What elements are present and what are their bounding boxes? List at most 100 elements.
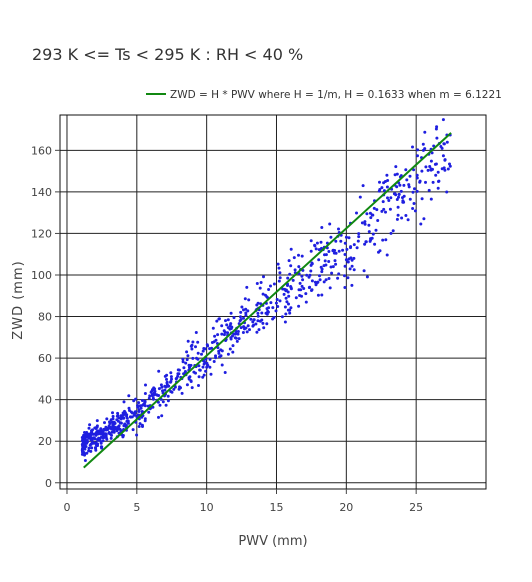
data-point: [254, 322, 258, 326]
data-point: [191, 340, 195, 344]
data-point: [370, 236, 374, 240]
data-point: [426, 168, 430, 172]
data-point: [436, 186, 440, 190]
data-point: [309, 239, 313, 243]
data-point: [260, 318, 264, 322]
data-point: [169, 375, 173, 379]
data-point: [276, 305, 280, 308]
y-tick-label: 160: [31, 144, 52, 157]
data-point: [347, 257, 351, 261]
data-point: [116, 419, 120, 423]
data-point: [245, 285, 249, 289]
data-point: [405, 178, 409, 182]
data-point: [137, 425, 141, 428]
data-point: [133, 410, 137, 414]
data-point: [327, 277, 331, 280]
data-point: [252, 323, 256, 327]
data-point: [423, 147, 427, 151]
data-point: [322, 280, 326, 284]
data-point: [367, 230, 371, 234]
data-point: [242, 316, 245, 320]
data-point: [442, 142, 446, 146]
data-point: [122, 400, 126, 404]
data-point: [317, 258, 321, 262]
data-point: [182, 366, 186, 370]
data-point: [81, 450, 85, 454]
data-point: [266, 309, 270, 313]
data-point: [271, 317, 275, 321]
data-point: [334, 262, 338, 266]
data-point: [297, 253, 300, 257]
data-point: [84, 441, 88, 445]
data-point: [83, 431, 86, 434]
data-point: [262, 275, 265, 279]
data-point: [416, 148, 420, 152]
data-point: [256, 301, 260, 305]
data-point: [352, 256, 356, 260]
data-point: [288, 308, 292, 312]
data-point: [236, 332, 240, 336]
data-point: [297, 304, 301, 308]
data-point: [420, 169, 424, 173]
data-point: [400, 216, 404, 220]
data-point: [169, 380, 173, 383]
data-point: [337, 227, 340, 231]
data-point: [418, 180, 422, 184]
data-point: [323, 253, 326, 257]
data-point: [113, 425, 117, 429]
data-point: [161, 400, 165, 404]
data-point: [445, 190, 449, 194]
data-point: [415, 189, 419, 193]
data-point: [344, 235, 348, 239]
data-point: [395, 217, 399, 221]
data-point: [197, 375, 201, 379]
data-point: [226, 331, 230, 335]
data-point: [256, 314, 260, 318]
data-point: [194, 371, 197, 375]
data-point: [387, 199, 391, 202]
data-point: [355, 246, 359, 250]
data-point: [393, 173, 397, 177]
plot-frame: [59, 114, 487, 490]
data-point: [378, 188, 382, 191]
data-point: [85, 451, 89, 455]
data-point: [319, 265, 323, 269]
data-point: [197, 384, 200, 387]
data-point: [407, 183, 411, 187]
data-point: [211, 326, 215, 330]
data-point: [256, 319, 260, 323]
data-point: [136, 413, 140, 417]
data-point: [277, 266, 281, 270]
data-point: [309, 263, 313, 267]
data-point: [315, 241, 319, 245]
data-point: [360, 221, 364, 225]
data-point: [363, 222, 367, 226]
data-point: [376, 219, 380, 222]
data-point: [186, 339, 190, 343]
data-point: [142, 402, 146, 405]
data-point: [210, 341, 214, 344]
data-point: [157, 387, 161, 391]
data-point: [398, 183, 402, 187]
data-point: [329, 235, 333, 239]
y-tick-label: 80: [38, 311, 52, 324]
data-point: [233, 336, 237, 340]
data-point: [391, 229, 395, 233]
x-tick-label: 20: [339, 501, 353, 514]
data-point: [265, 322, 269, 326]
data-point: [334, 251, 338, 255]
data-point: [190, 386, 194, 390]
data-point: [125, 416, 129, 420]
data-point: [226, 352, 230, 356]
data-point: [378, 180, 381, 184]
data-point: [222, 329, 226, 333]
data-point: [371, 232, 375, 236]
data-point: [167, 384, 171, 388]
data-point: [394, 165, 398, 169]
data-point: [220, 349, 224, 353]
data-point: [384, 210, 387, 214]
data-point: [396, 213, 400, 217]
data-point: [309, 269, 313, 273]
data-point: [243, 327, 246, 331]
data-point: [134, 397, 138, 401]
